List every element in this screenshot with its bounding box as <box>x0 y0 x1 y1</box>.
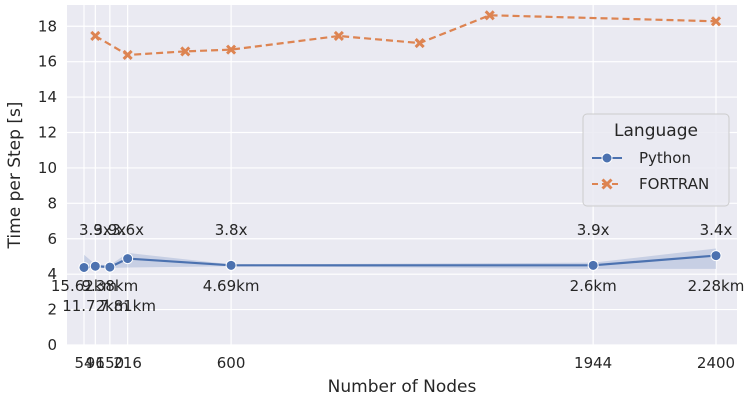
data-point <box>90 30 101 42</box>
data-point <box>414 38 425 49</box>
data-point-stroke <box>90 30 101 42</box>
data-point <box>180 46 191 57</box>
legend: Language Python FORTRAN <box>582 113 730 207</box>
speedup-label: 3.9x <box>93 221 126 239</box>
data-point <box>484 10 495 21</box>
speedup-label: 3.9x <box>79 221 112 239</box>
x-axis-label: Number of Nodes <box>328 377 477 397</box>
resolution-label: 2.6km <box>570 277 617 295</box>
x-tick-label: 600 <box>217 354 246 372</box>
data-point-stroke <box>333 30 344 42</box>
data-point <box>710 16 722 27</box>
y-tick-label: 8 <box>47 194 57 212</box>
data-point <box>587 259 599 271</box>
legend-entry-fortran: FORTRAN <box>592 175 709 193</box>
resolution-label: 15.62km <box>51 277 117 295</box>
data-point-stroke <box>122 49 133 60</box>
y-tick-label: 16 <box>38 53 57 71</box>
legend-python-marker <box>601 152 613 164</box>
speedup-label: 3.9x <box>577 221 610 239</box>
x-tick-label: 150 <box>96 354 125 372</box>
data-point <box>333 30 344 42</box>
x-tick-label: 216 <box>113 354 142 372</box>
speedup-label: 3.4x <box>700 221 733 239</box>
y-tick-label: 18 <box>38 17 57 35</box>
y-gridlines <box>67 25 737 346</box>
data-point <box>78 261 90 273</box>
legend-entry-python: Python <box>592 149 691 167</box>
data-point-stroke <box>710 16 722 27</box>
data-point <box>122 49 133 60</box>
series-python <box>78 248 722 273</box>
legend-title: Language <box>614 121 698 141</box>
speedup-label: 3.8x <box>215 221 248 239</box>
y-tick-label: 6 <box>47 230 57 248</box>
legend-python-label: Python <box>639 149 691 167</box>
resolution-label: 7.81km <box>99 297 156 315</box>
legend-box <box>582 113 730 207</box>
x-tick-label: 1944 <box>574 354 612 372</box>
y-tick-label: 4 <box>47 265 57 283</box>
data-point-stroke <box>226 44 237 55</box>
resolution-label: 9.38km <box>82 277 139 295</box>
data-point <box>710 250 722 262</box>
data-point-stroke <box>180 46 191 57</box>
resolution-label: 2.28km <box>688 277 745 295</box>
series-layer <box>78 10 722 273</box>
legend-fortran-marker <box>601 178 613 190</box>
y-tick-label: 2 <box>47 301 57 319</box>
legend-fortran-label: FORTRAN <box>639 175 709 193</box>
annotation-layer: 3.9x3.9x3.6x 3.8x 3.9x 3.4x15.62km11.72km9.… <box>51 221 744 315</box>
series-fortran-line <box>94 14 717 57</box>
y-axis-label: Time per Step [s] <box>5 102 25 250</box>
x-tick-label: 96 <box>86 354 105 372</box>
x-tick-label: 2400 <box>697 354 735 372</box>
x-tick-label: 54 <box>74 354 93 372</box>
speedup-label: 3.6x <box>111 221 144 239</box>
data-point <box>89 260 101 272</box>
y-tick-label: 14 <box>38 88 57 106</box>
data-point <box>122 253 134 265</box>
data-point <box>226 44 237 55</box>
resolution-label: 4.69km <box>203 277 260 295</box>
y-tick-labels: 0 2 4 6 8 10 12 14 16 18 <box>38 17 57 354</box>
data-point <box>104 261 116 273</box>
y-tick-label: 10 <box>38 159 57 177</box>
series-fortran <box>90 10 722 60</box>
y-tick-label: 12 <box>38 124 57 142</box>
data-point <box>225 259 237 271</box>
resolution-label: 11.72km <box>62 297 128 315</box>
data-point-stroke <box>484 10 495 21</box>
data-point-stroke <box>414 38 425 49</box>
y-tick-label: 0 <box>47 336 57 354</box>
